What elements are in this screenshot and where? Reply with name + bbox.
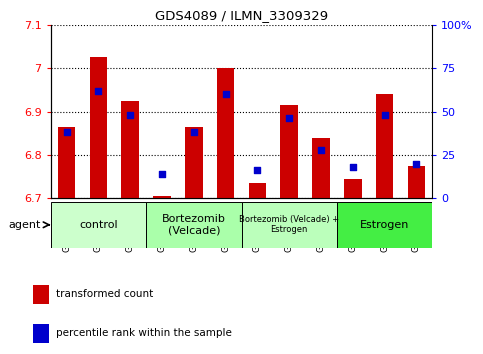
Point	[63, 130, 71, 135]
Text: Bortezomib
(Velcade): Bortezomib (Velcade)	[162, 214, 226, 236]
Point	[254, 168, 261, 173]
Bar	[376, 94, 393, 198]
Text: transformed count: transformed count	[56, 289, 153, 299]
Point	[412, 161, 420, 166]
Point	[95, 88, 102, 93]
Bar	[242, 202, 337, 248]
Bar	[33, 285, 49, 304]
Text: Bortezomib (Velcade) +
Estrogen: Bortezomib (Velcade) + Estrogen	[239, 215, 339, 234]
Point	[222, 91, 229, 97]
Text: percentile rank within the sample: percentile rank within the sample	[56, 328, 232, 338]
Text: Estrogen: Estrogen	[360, 220, 409, 230]
Bar	[408, 166, 425, 198]
Point	[158, 171, 166, 177]
Bar	[217, 68, 234, 198]
Bar	[249, 183, 266, 198]
Bar	[146, 202, 242, 248]
Text: control: control	[79, 220, 118, 230]
Bar	[185, 127, 202, 198]
Bar	[51, 202, 146, 248]
Point	[317, 147, 325, 153]
Bar	[33, 324, 49, 343]
Bar	[344, 179, 362, 198]
Bar	[153, 196, 171, 198]
Point	[127, 112, 134, 118]
Point	[285, 116, 293, 121]
Title: GDS4089 / ILMN_3309329: GDS4089 / ILMN_3309329	[155, 9, 328, 22]
Point	[381, 112, 388, 118]
Bar	[90, 57, 107, 198]
Point	[190, 130, 198, 135]
Bar	[121, 101, 139, 198]
Text: agent: agent	[9, 220, 41, 230]
Bar	[58, 127, 75, 198]
Point	[349, 164, 356, 170]
Bar	[281, 105, 298, 198]
Bar	[312, 138, 330, 198]
Bar	[337, 202, 432, 248]
